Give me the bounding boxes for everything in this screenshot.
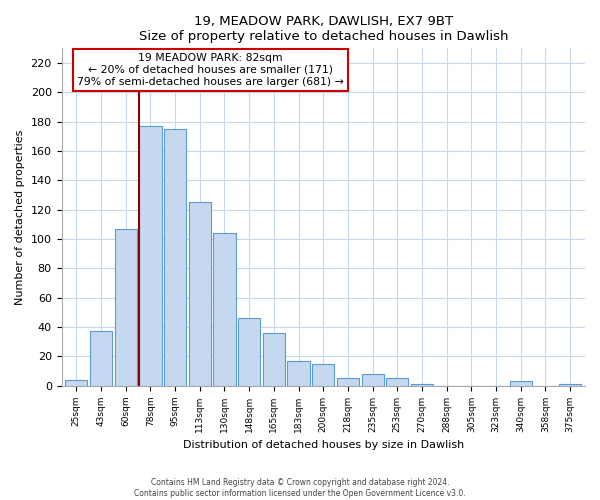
Bar xyxy=(139,126,161,386)
Bar xyxy=(214,233,236,386)
Bar xyxy=(287,360,310,386)
Bar xyxy=(238,318,260,386)
Bar xyxy=(115,228,137,386)
Bar xyxy=(386,378,409,386)
Title: 19, MEADOW PARK, DAWLISH, EX7 9BT
Size of property relative to detached houses i: 19, MEADOW PARK, DAWLISH, EX7 9BT Size o… xyxy=(139,15,508,43)
Bar xyxy=(411,384,433,386)
Text: Contains HM Land Registry data © Crown copyright and database right 2024.
Contai: Contains HM Land Registry data © Crown c… xyxy=(134,478,466,498)
Bar xyxy=(312,364,334,386)
Bar xyxy=(164,129,186,386)
Bar xyxy=(188,202,211,386)
Bar xyxy=(337,378,359,386)
Bar xyxy=(509,381,532,386)
Bar xyxy=(559,384,581,386)
Bar xyxy=(263,333,285,386)
Bar xyxy=(90,332,112,386)
Bar xyxy=(65,380,88,386)
X-axis label: Distribution of detached houses by size in Dawlish: Distribution of detached houses by size … xyxy=(182,440,464,450)
Text: 19 MEADOW PARK: 82sqm
← 20% of detached houses are smaller (171)
79% of semi-det: 19 MEADOW PARK: 82sqm ← 20% of detached … xyxy=(77,54,344,86)
Bar xyxy=(362,374,384,386)
Y-axis label: Number of detached properties: Number of detached properties xyxy=(15,130,25,304)
